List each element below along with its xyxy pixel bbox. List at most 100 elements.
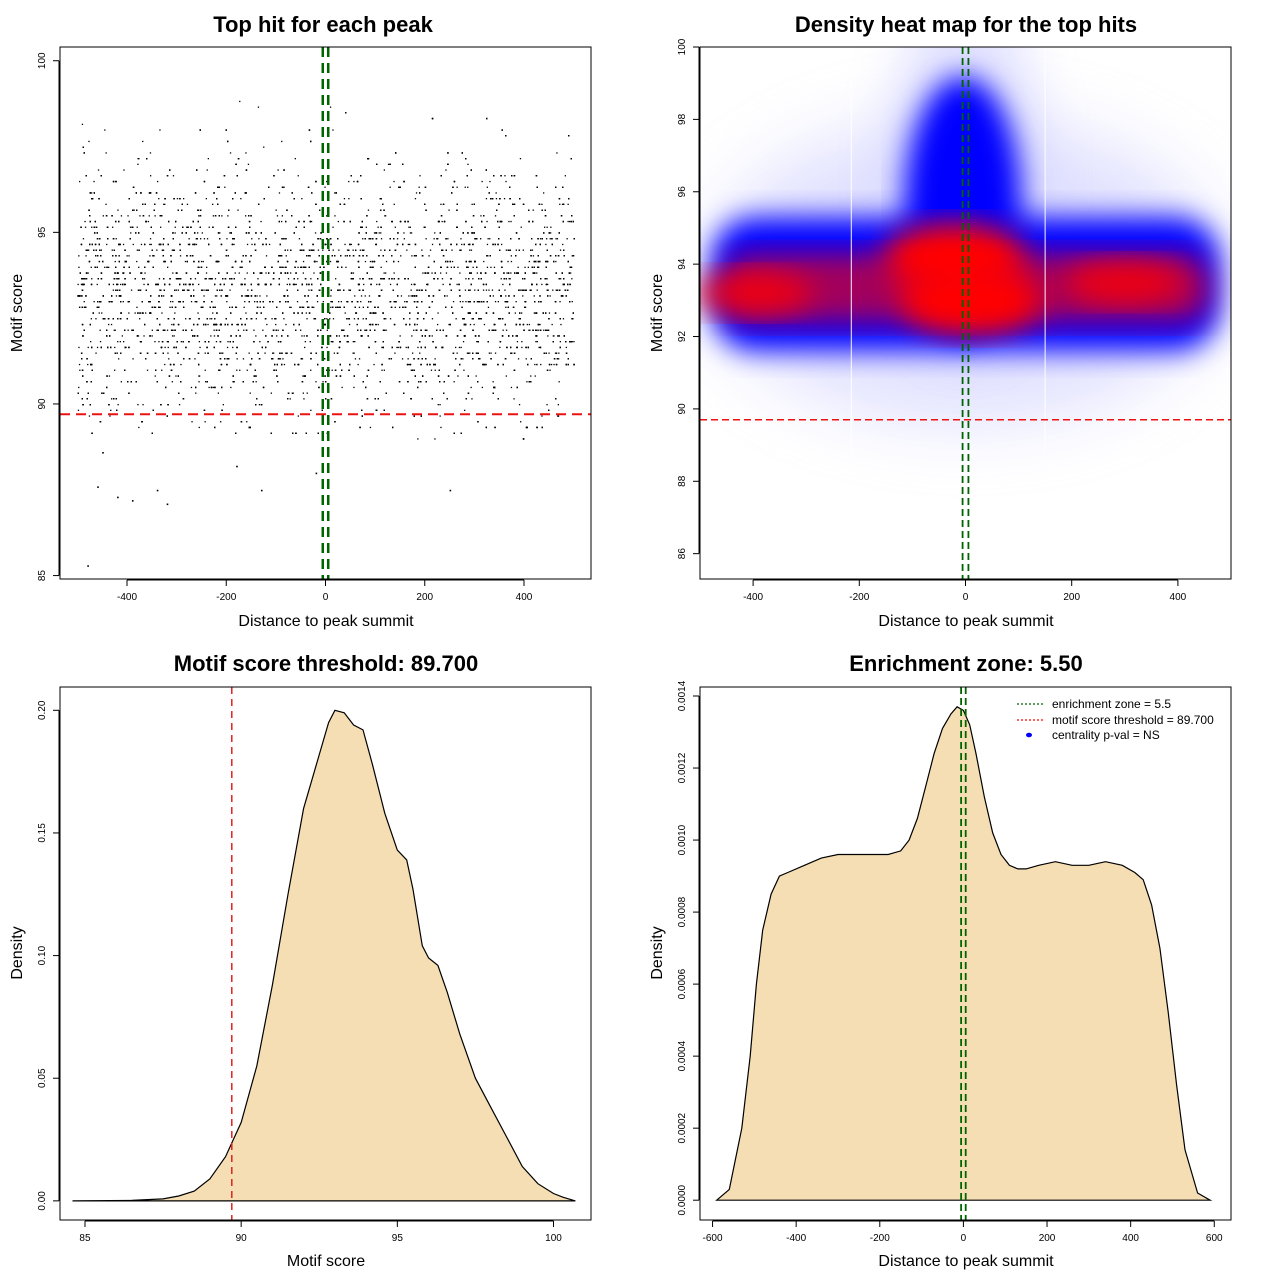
scatter-point: [508, 220, 510, 223]
scatter-point: [310, 278, 312, 280]
scatter-point: [431, 243, 434, 246]
scatter-point: [259, 341, 261, 343]
scatter-point: [558, 358, 560, 360]
scatter-point: [268, 243, 271, 246]
scatter-point: [296, 301, 299, 303]
scatter-point: [117, 283, 119, 286]
scatter-point: [505, 329, 508, 331]
scatter-point: [105, 152, 107, 154]
scatter-point: [555, 260, 557, 263]
scatter-point: [552, 289, 554, 291]
scatter-point: [286, 283, 288, 286]
scatter-point: [381, 369, 383, 371]
scatter-point: [244, 278, 246, 280]
scatter-point: [567, 203, 569, 205]
scatter-point: [329, 260, 332, 263]
scatter-point: [502, 329, 504, 331]
scatter-point: [565, 346, 567, 349]
scatter-point: [177, 352, 179, 354]
scatter-point: [112, 226, 114, 228]
scatter-point: [118, 358, 120, 360]
scatter-point: [540, 363, 542, 366]
scatter-point: [440, 426, 442, 429]
scatter-point: [263, 146, 265, 148]
scatter-point: [476, 301, 478, 303]
scatter-point: [149, 152, 152, 154]
scatter-point: [519, 158, 522, 160]
scatter-point: [570, 272, 572, 274]
scatter-point: [442, 283, 444, 286]
scatter-point: [456, 283, 458, 286]
scatter-point: [472, 278, 474, 280]
scatter-point: [358, 306, 361, 308]
scatter-point: [517, 266, 519, 268]
scatter-point: [157, 180, 159, 183]
scatter-point: [275, 209, 277, 211]
scatter-point: [418, 186, 420, 188]
scatter-point: [136, 306, 138, 308]
scatter-point: [237, 209, 239, 211]
scatter-point: [448, 209, 450, 211]
scatter-point: [215, 341, 218, 343]
scatter-point: [448, 323, 450, 326]
scatter-point: [156, 249, 158, 251]
scatter-point: [133, 209, 135, 211]
scatter-point: [204, 352, 206, 354]
scatter-point: [380, 232, 382, 234]
scatter-point: [502, 283, 504, 286]
scatter-point: [139, 318, 141, 320]
scatter-point: [294, 283, 296, 286]
scatter-point: [445, 169, 447, 171]
scatter-point: [456, 186, 458, 188]
scatter-point: [348, 289, 350, 291]
scatter-point: [472, 232, 474, 234]
scatter-point: [356, 323, 358, 326]
scatter-point: [278, 192, 281, 194]
scatter-point: [309, 255, 311, 257]
scatter-point: [198, 375, 200, 377]
scatter-point: [538, 329, 540, 331]
scatter-point: [352, 352, 354, 354]
scatter-point: [489, 238, 491, 240]
scatter-point: [459, 301, 461, 303]
scatter-point: [324, 186, 326, 188]
scatter-point: [85, 255, 87, 257]
scatter-point: [415, 192, 418, 194]
scatter-point: [501, 243, 503, 246]
scatter-point: [117, 209, 119, 211]
scatter-point: [246, 272, 248, 274]
scatter-point: [229, 289, 231, 291]
scatter-point: [445, 272, 448, 274]
scatter-point: [461, 306, 463, 308]
scatter-point: [521, 289, 523, 291]
scatter-point: [136, 226, 138, 228]
scatter-point: [260, 220, 262, 223]
scatter-point: [539, 295, 541, 297]
scatter-point: [222, 404, 224, 406]
scatter-point: [571, 341, 573, 343]
scatter-point: [453, 381, 455, 383]
scatter-point: [346, 249, 349, 251]
scatter-point: [499, 346, 501, 349]
scatter-point: [558, 352, 560, 354]
scatter-point: [78, 255, 80, 257]
scatter-point: [365, 226, 367, 228]
scatter-point: [145, 312, 147, 314]
scatter-point: [159, 306, 161, 308]
scatter-point: [378, 232, 380, 234]
scatter-point: [315, 381, 317, 383]
scatter-point: [517, 358, 520, 360]
scatter-point: [439, 415, 441, 417]
scatter-point: [183, 198, 185, 200]
scatter-point: [212, 215, 214, 217]
scatter-point: [276, 335, 278, 337]
scatter-point: [136, 260, 138, 263]
scatter-point: [122, 301, 124, 303]
scatter-point: [187, 243, 190, 246]
scatter-point: [80, 295, 82, 297]
scatter-point: [410, 232, 413, 234]
scatter-point: [81, 295, 83, 297]
scatter-point: [102, 215, 104, 217]
scatter-point: [173, 335, 175, 337]
scatter-point: [481, 386, 483, 389]
